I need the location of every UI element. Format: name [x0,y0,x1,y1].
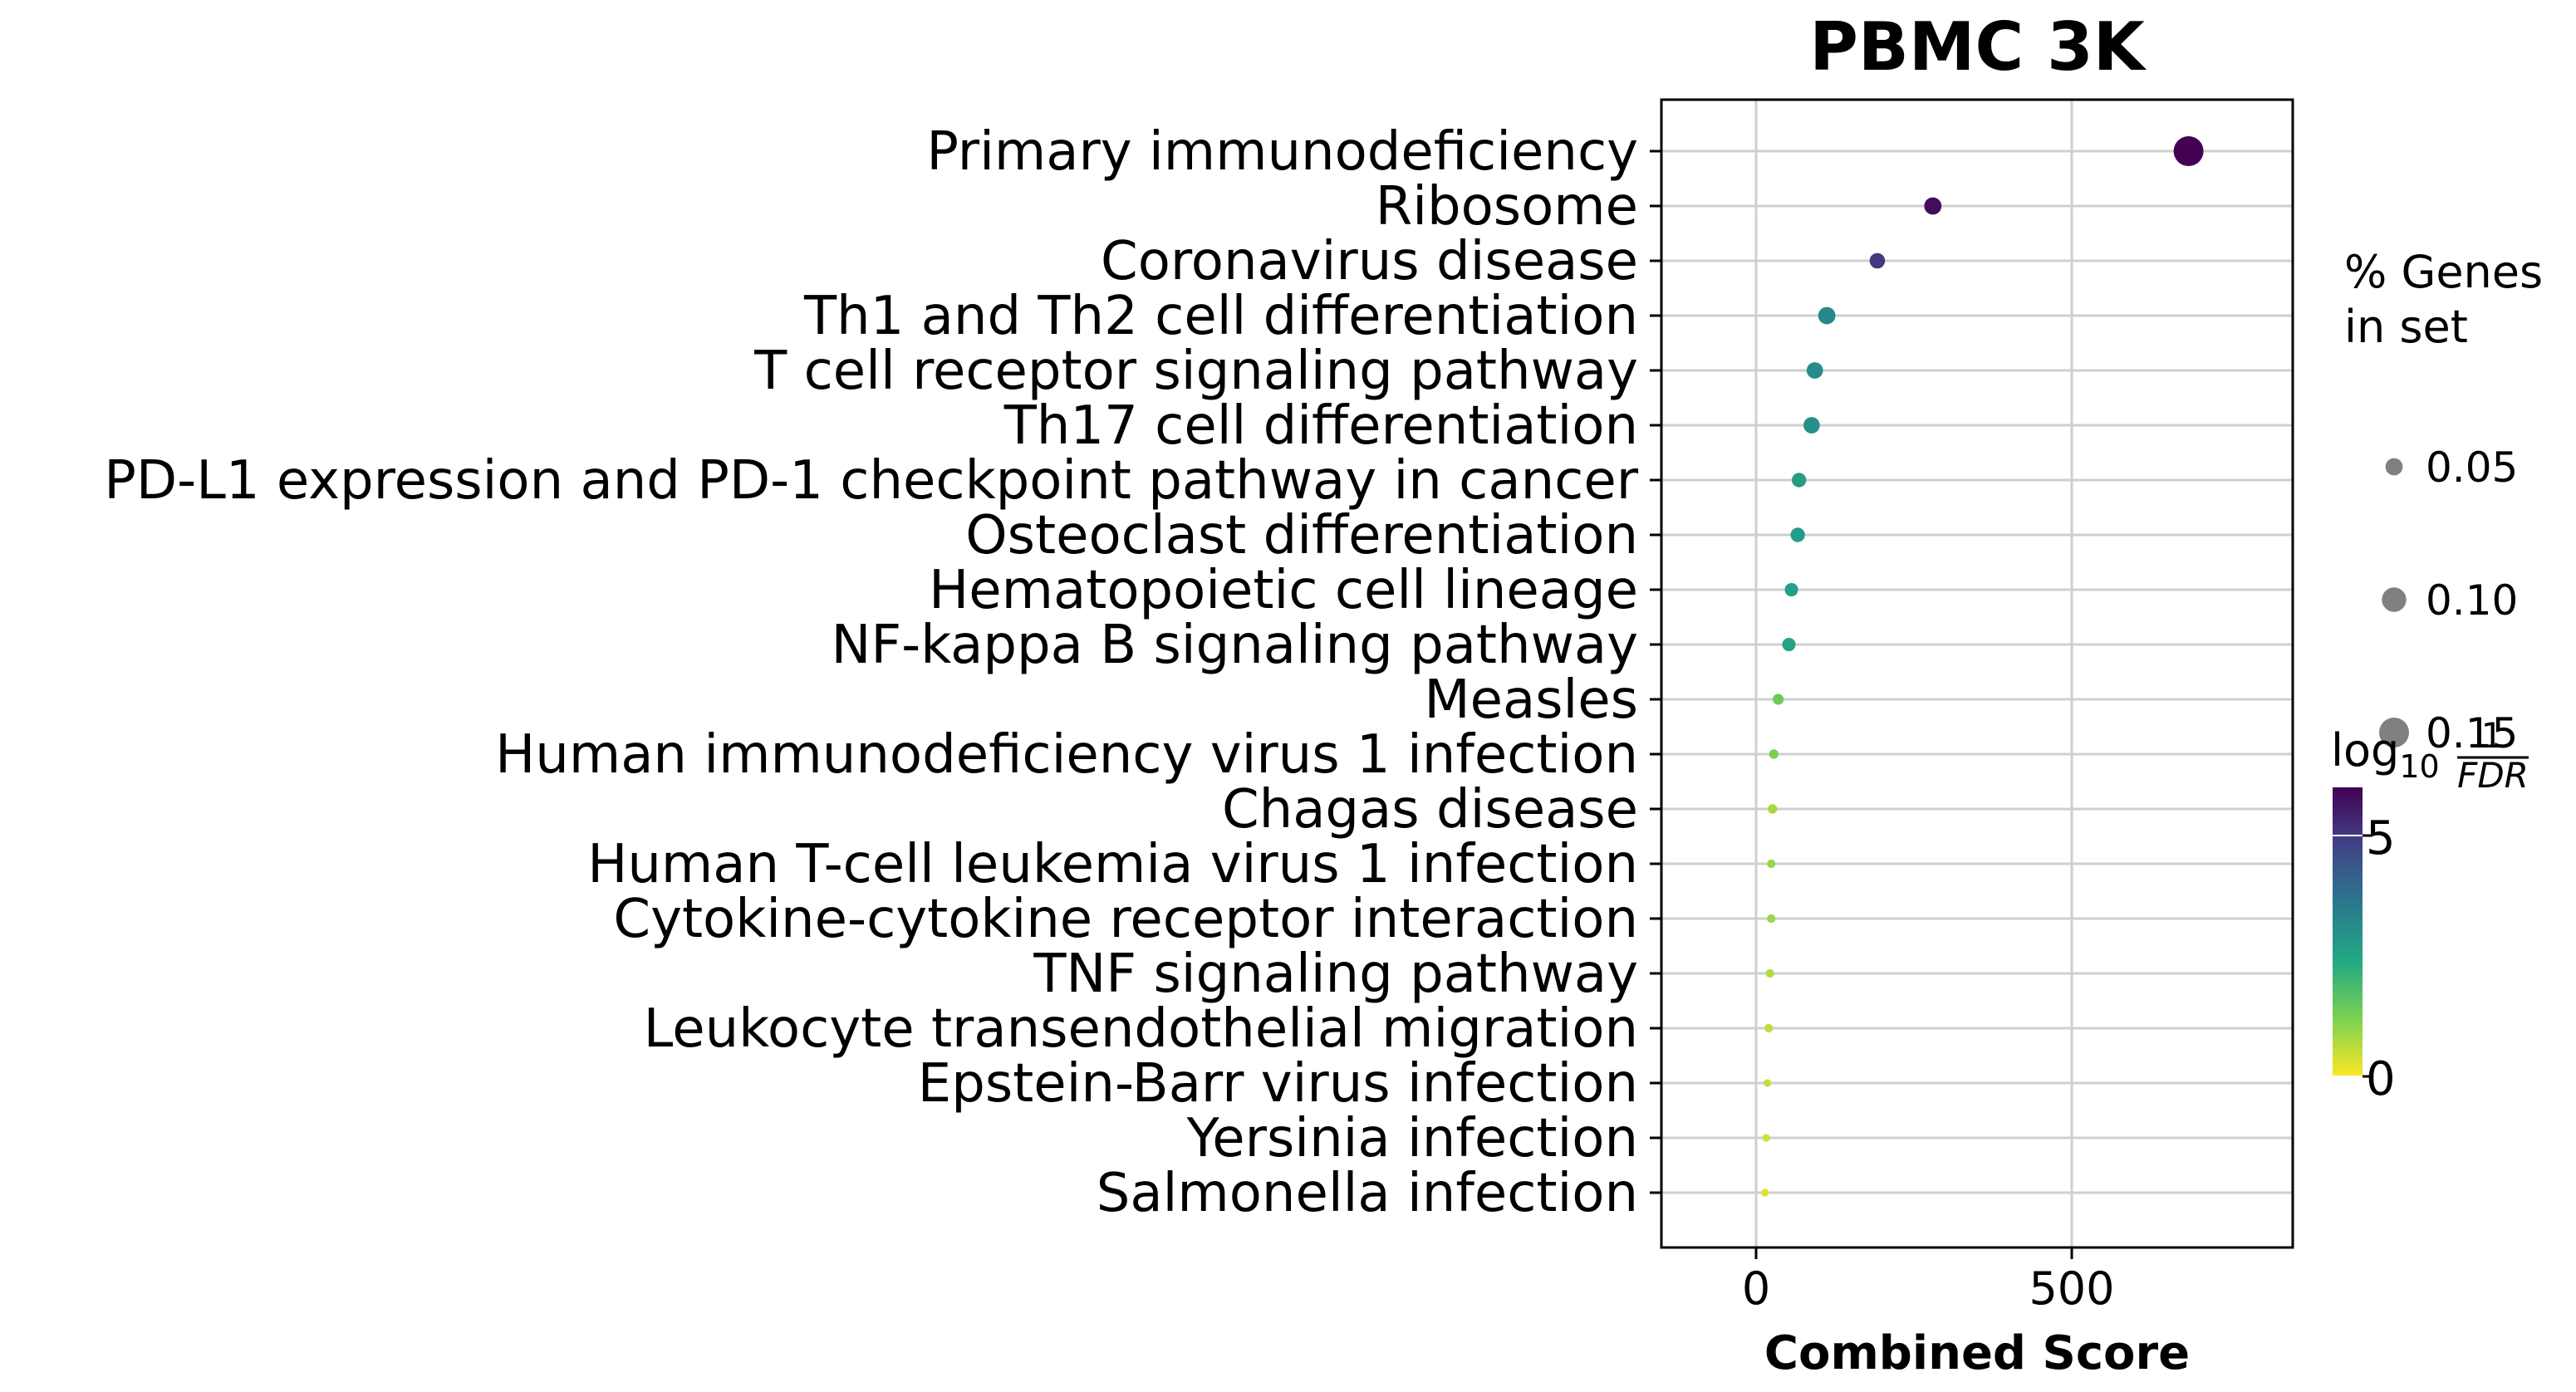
x-tick-label: 500 [2029,1262,2114,1315]
x-tick-label: 0 [1742,1262,1770,1315]
colorbar-label: log10 [2331,724,2440,785]
colorbar-label-numerator: 1 [2481,715,2504,756]
colorbar: log10 1 FDR 05 [2331,715,2529,1106]
data-point [1818,306,1836,325]
y-tick-label: PD-L1 expression and PD-1 checkpoint pat… [104,450,1638,512]
y-tick-label: Yersinia infection [1186,1108,1638,1169]
colorbar-tick-label: 5 [2366,811,2396,865]
y-tick-label: T cell receptor signaling pathway [753,341,1638,402]
y-tick-label: Measles [1424,669,1638,731]
y-tick-labels: Primary immunodeficiencyRibosomeCoronavi… [104,121,1638,1224]
data-point [1765,968,1774,978]
size-legend-title-line1: % Genes [2344,246,2543,298]
y-tick-label: Hematopoietic cell lineage [929,560,1638,621]
y-tick-label: Th17 cell differentiation [1003,395,1638,457]
y-tick-label: Th1 and Th2 cell differentiation [803,286,1638,347]
data-point [1869,252,1886,269]
y-tick-label: Primary immunodeficiency [926,121,1638,183]
size-legend-marker [2385,458,2403,476]
colorbar-label-subscript: 10 [2399,748,2439,785]
data-point [1764,1023,1774,1033]
y-tick-label: Chagas disease [1222,779,1638,841]
y-tick-label: Human immunodeficiency virus 1 infection [495,724,1638,786]
y-tick-label: NF-kappa B signaling pathway [831,615,1638,676]
y-tick-marks [1650,149,1661,1194]
y-tick-label: Salmonella infection [1097,1163,1638,1224]
size-legend-label: 0.15 [2426,709,2518,757]
size-legend: % Genes in set 0.05 0.10 0.15 [2344,246,2543,757]
y-tick-label: Epstein-Barr virus infection [918,1053,1638,1115]
chart-title: PBMC 3K [1809,8,2147,86]
y-tick-label: Ribosome [1376,176,1638,238]
data-points [1760,136,2204,1197]
data-point [1803,417,1820,434]
data-point [1769,749,1779,759]
data-point [1784,582,1798,597]
y-tick-label: Leukocyte transendothelial migration [644,998,1638,1060]
data-point [1767,859,1776,869]
data-point [1806,362,1823,379]
size-legend-marker [2379,718,2409,747]
colorbar-tick-label: 0 [2366,1052,2396,1106]
y-tick-label: Coronavirus disease [1101,231,1638,292]
x-ticks: 0 500 [1742,1247,2115,1315]
data-point [1764,1079,1772,1087]
y-tick-label: Human T-cell leukemia virus 1 infection [587,834,1638,895]
colorbar-gradient [2333,787,2363,1076]
data-point [1768,804,1778,814]
colorbar-label-log: log [2331,724,2399,777]
size-legend-marker [2382,587,2407,612]
data-point [1762,1134,1770,1142]
y-tick-label: Cytokine-cytokine receptor interaction [613,889,1638,950]
data-point [2173,136,2204,166]
data-point [1791,473,1807,488]
x-axis-label: Combined Score [1764,1326,2190,1380]
plot-frame [1660,98,2294,1249]
data-point [1790,527,1805,542]
colorbar-ticks: 05 [2333,811,2396,1106]
size-legend-label: 0.10 [2426,576,2518,625]
colorbar-label-denominator: FDR [2457,755,2529,796]
data-point [1782,637,1796,652]
y-tick-label: Osteoclast differentiation [965,505,1638,566]
y-tick-label: TNF signaling pathway [1033,944,1638,1005]
data-point [1924,197,1942,215]
data-point [1760,1189,1769,1197]
size-legend-title-line2: in set [2344,301,2468,353]
grid-lines [1661,100,2293,1247]
size-legend-label: 0.05 [2426,444,2518,492]
data-point [1767,914,1776,924]
data-point [1773,694,1784,705]
